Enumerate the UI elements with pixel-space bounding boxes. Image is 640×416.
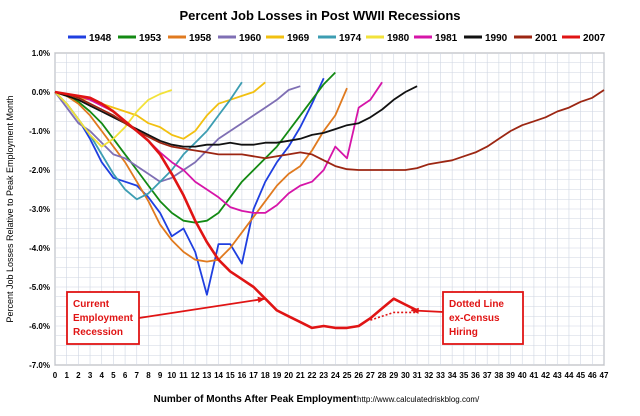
x-tick-label: 37: [483, 371, 492, 380]
x-tick-label: 47: [600, 371, 609, 380]
x-tick-label: 5: [111, 371, 116, 380]
x-tick-label: 21: [296, 371, 305, 380]
x-tick-label: 0: [53, 371, 58, 380]
x-tick-label: 39: [506, 371, 515, 380]
x-tick-label: 31: [413, 371, 422, 380]
annotations: Current Employment Recession Dotted Line ex-…: [66, 291, 524, 345]
x-tick-label: 20: [284, 371, 293, 380]
x-tick-label: 24: [331, 371, 340, 380]
x-tick-label: 41: [529, 371, 538, 380]
x-tick-label: 32: [424, 371, 433, 380]
y-tick-label: -3.0%: [29, 205, 50, 214]
annotation-box: [442, 291, 524, 345]
legend-label-1948: 1948: [89, 33, 112, 44]
x-tick-label: 40: [518, 371, 527, 380]
y-tick-label: -4.0%: [29, 244, 50, 253]
x-tick-label: 23: [319, 371, 328, 380]
x-tick-label: 29: [389, 371, 398, 380]
series-line-2007: [54, 90, 418, 330]
x-axis-ticks: 0 1 2 3 4 5 6 7 8 9 10 11 12 13 14 15 16 17 18 19 20 21 22 23 24…: [53, 371, 609, 380]
legend-label-1990: 1990: [485, 33, 508, 44]
legend-label-1980: 1980: [387, 33, 410, 44]
legend-label-1958: 1958: [189, 33, 212, 44]
x-tick-label: 3: [88, 371, 93, 380]
y-tick-label: -1.0%: [29, 127, 50, 136]
x-tick-label: 35: [459, 371, 468, 380]
y-tick-label: -6.0%: [29, 322, 50, 331]
x-tick-label: 11: [179, 371, 188, 380]
legend-label-1981: 1981: [435, 33, 458, 44]
x-tick-label: 26: [354, 371, 363, 380]
x-tick-label: 9: [158, 371, 163, 380]
x-tick-label: 28: [378, 371, 387, 380]
annotation-text: ex-Census: [449, 313, 500, 324]
series-line-1948: [54, 77, 325, 296]
legend-label-1969: 1969: [287, 33, 310, 44]
y-tick-label: -2.0%: [29, 166, 50, 175]
x-tick-label: 13: [202, 371, 211, 380]
annotation-text: Dotted Line: [449, 299, 504, 310]
x-tick-label: 36: [471, 371, 480, 380]
legend: 1948 1953 1958 1960 1969 1974 1980 1981 1990 2001…: [68, 33, 606, 44]
x-tick-label: 38: [494, 371, 503, 380]
x-tick-label: 17: [249, 371, 258, 380]
x-tick-label: 10: [167, 371, 176, 380]
series-line-2001: [54, 89, 605, 171]
x-tick-label: 34: [448, 371, 457, 380]
annotation-text: Hiring: [449, 327, 478, 338]
x-tick-label: 15: [226, 371, 235, 380]
annotation-text: Current: [73, 299, 110, 310]
x-tick-label: 18: [261, 371, 270, 380]
series-line-2007-ex-census: [370, 311, 418, 321]
annotation-text: Employment: [73, 313, 134, 324]
x-axis-label: Number of Months After Peak Employment: [154, 394, 358, 405]
legend-label-1974: 1974: [339, 33, 362, 44]
annotation-arrowhead: [411, 307, 419, 314]
series-line-1960: [54, 85, 301, 183]
series-line-1980: [54, 89, 173, 148]
x-tick-label: 1: [64, 371, 69, 380]
legend-label-1960: 1960: [239, 33, 262, 44]
x-tick-label: 33: [436, 371, 445, 380]
x-tick-label: 22: [308, 371, 317, 380]
chart-title: Percent Job Losses in Post WWII Recessio…: [179, 8, 460, 23]
x-tick-label: 6: [123, 371, 128, 380]
x-tick-label: 7: [135, 371, 140, 380]
y-axis-label: Percent Job Losses Relative to Peak Empl…: [5, 95, 15, 322]
legend-label-2007: 2007: [583, 33, 606, 44]
legend-label-1953: 1953: [139, 33, 162, 44]
x-tick-label: 42: [541, 371, 550, 380]
annotation-text: Recession: [73, 327, 123, 338]
annotation-arrowhead: [257, 296, 266, 303]
x-tick-label: 43: [553, 371, 562, 380]
x-tick-label: 2: [76, 371, 81, 380]
y-tick-label: 0.0%: [32, 88, 50, 97]
x-tick-label: 19: [272, 371, 281, 380]
series-line-1958: [54, 87, 348, 263]
source-url: http://www.calculatedriskblog.com/: [357, 395, 480, 404]
y-axis-ticks: 1.0% 0.0% -1.0% -2.0% -3.0% -4.0% -5.0% -6.0% -7…: [29, 49, 50, 370]
x-tick-label: 46: [588, 371, 597, 380]
annotation-arrow: [138, 297, 266, 319]
series-line-1990: [54, 85, 418, 148]
legend-label-2001: 2001: [535, 33, 558, 44]
x-tick-label: 14: [214, 371, 223, 380]
annotation-box: [66, 291, 140, 345]
y-tick-label: -5.0%: [29, 283, 50, 292]
x-tick-label: 8: [146, 371, 151, 380]
series-group: [54, 71, 605, 330]
x-tick-label: 25: [343, 371, 352, 380]
x-tick-label: 27: [366, 371, 375, 380]
y-tick-label: 1.0%: [32, 49, 50, 58]
x-tick-label: 12: [191, 371, 200, 380]
x-tick-label: 30: [401, 371, 410, 380]
x-tick-label: 44: [565, 371, 574, 380]
x-tick-label: 16: [237, 371, 246, 380]
x-tick-label: 4: [99, 371, 104, 380]
x-tick-label: 45: [576, 371, 585, 380]
y-tick-label: -7.0%: [29, 361, 50, 370]
